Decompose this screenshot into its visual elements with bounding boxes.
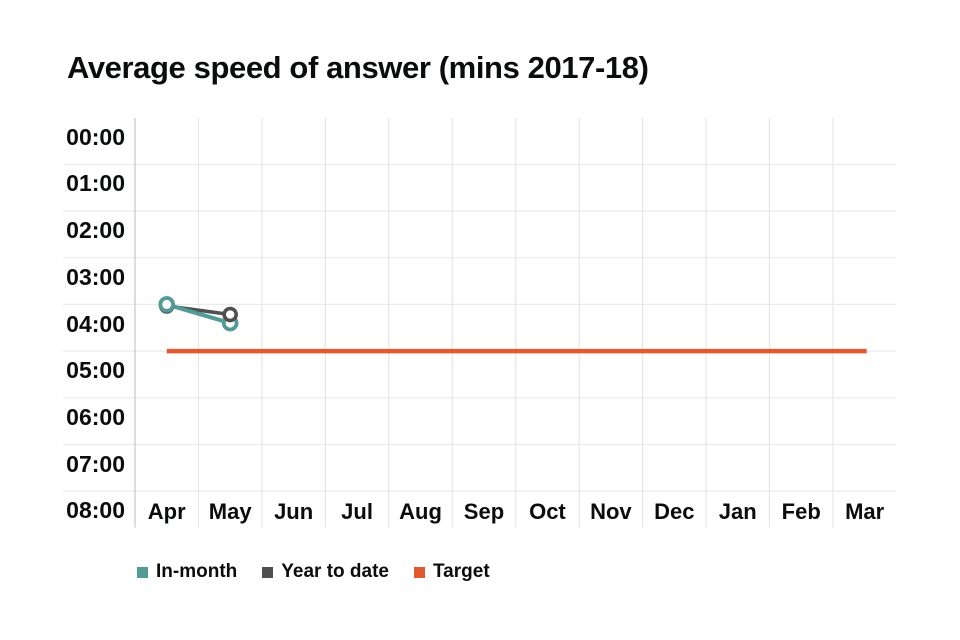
legend-swatch-icon bbox=[262, 566, 274, 578]
x-tick-label: Aug bbox=[399, 499, 442, 524]
legend-item-year-to-date: Year to date bbox=[262, 561, 389, 583]
year-to-date-marker bbox=[222, 306, 238, 323]
y-tick-label: 01:00 bbox=[66, 170, 125, 197]
legend-swatch-icon bbox=[137, 566, 148, 578]
legend-label: Year to date bbox=[281, 561, 389, 582]
x-tick-label: Nov bbox=[590, 499, 632, 524]
x-tick-label: Oct bbox=[529, 499, 566, 524]
x-tick-label: Jun bbox=[274, 499, 314, 524]
y-tick-label: 03:00 bbox=[66, 263, 125, 290]
y-tick-label: 06:00 bbox=[66, 403, 125, 430]
y-tick-label: 07:00 bbox=[66, 450, 125, 477]
series-in-month bbox=[166, 302, 231, 325]
series-in-month-line bbox=[166, 302, 231, 325]
legend-item-target: Target bbox=[413, 561, 490, 583]
y-tick-label: 08:00 bbox=[66, 497, 125, 524]
y-tick-label: 00:00 bbox=[66, 123, 125, 150]
legend: In-month Year to date Target bbox=[137, 561, 490, 583]
gridlines bbox=[63, 118, 896, 528]
legend-swatch-icon bbox=[413, 566, 425, 578]
x-tick-label: Sep bbox=[463, 499, 505, 524]
y-tick-label: 04:00 bbox=[66, 310, 125, 337]
x-tick-label: Jul bbox=[341, 499, 373, 524]
x-tick-label: Feb bbox=[781, 499, 821, 524]
x-tick-label: Mar bbox=[845, 499, 885, 524]
y-tick-label: 02:00 bbox=[66, 217, 125, 244]
legend-item-in-month: In-month bbox=[137, 561, 237, 583]
legend-label: Target bbox=[432, 561, 490, 582]
x-tick-label: Apr bbox=[147, 499, 186, 524]
x-tick-label: May bbox=[208, 499, 252, 524]
y-tick-label: 05:00 bbox=[66, 357, 125, 384]
in-month-marker bbox=[158, 296, 176, 313]
x-tick-label: Dec bbox=[654, 499, 695, 524]
chart-title: Average speed of answer (mins 2017-18) bbox=[67, 50, 649, 85]
legend-label: In-month bbox=[156, 561, 238, 582]
x-tick-label: Jan bbox=[718, 499, 757, 524]
